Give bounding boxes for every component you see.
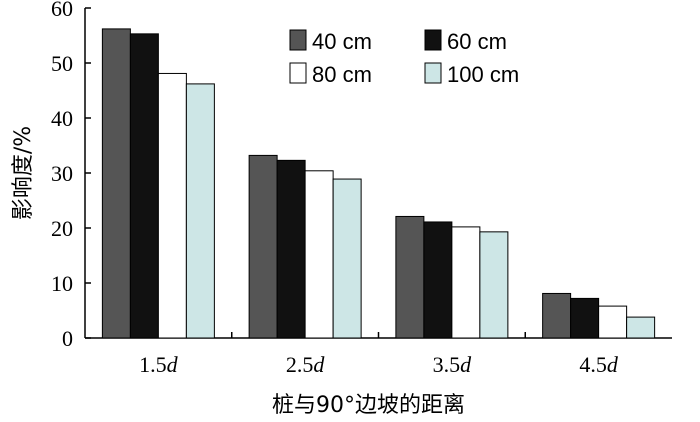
bar	[304, 170, 334, 339]
bars	[101, 28, 656, 339]
bar	[451, 226, 481, 339]
bar	[626, 316, 656, 339]
x-tick-label: 1.5d	[139, 352, 179, 377]
bar	[542, 292, 572, 339]
legend-swatch	[424, 62, 442, 84]
y-tick-label: 50	[51, 51, 73, 76]
y-tick-label: 0	[62, 326, 73, 351]
x-tick-label: 3.5d	[433, 352, 473, 377]
legend-label: 40 cm	[312, 29, 372, 54]
legend-label: 80 cm	[312, 62, 372, 87]
legend: 40 cm 60 cm 80 cm 100 cm	[289, 29, 519, 87]
legend-swatch	[289, 62, 307, 84]
legend-label: 60 cm	[447, 29, 507, 54]
legend-swatch	[424, 29, 442, 51]
bar	[185, 83, 215, 339]
y-tick-label: 10	[51, 271, 73, 296]
x-axis-title: 桩与90°边坡的距离	[272, 393, 465, 418]
bar	[598, 305, 628, 339]
bar	[101, 28, 131, 339]
bar	[395, 215, 425, 339]
x-tick-label: 4.5d	[579, 352, 619, 377]
y-axis: 0 10 20 30 40 50 60	[51, 0, 91, 351]
legend-swatch	[289, 29, 307, 51]
legend-label: 100 cm	[447, 62, 519, 87]
bar	[157, 72, 187, 339]
bar	[129, 33, 159, 339]
bar	[570, 297, 600, 339]
x-tick-label: 2.5d	[286, 352, 326, 377]
x-axis: 1.5d 2.5d 3.5d 4.5d	[85, 332, 672, 377]
y-tick-label: 60	[51, 0, 73, 21]
y-tick-label: 40	[51, 106, 73, 131]
y-tick-label: 30	[51, 161, 73, 186]
bar	[276, 159, 306, 339]
y-axis-title: 影响度/%	[11, 126, 36, 220]
bar	[248, 154, 278, 339]
y-tick-label: 20	[51, 216, 73, 241]
bar	[423, 221, 453, 339]
bar	[479, 231, 509, 339]
bar	[332, 178, 362, 339]
